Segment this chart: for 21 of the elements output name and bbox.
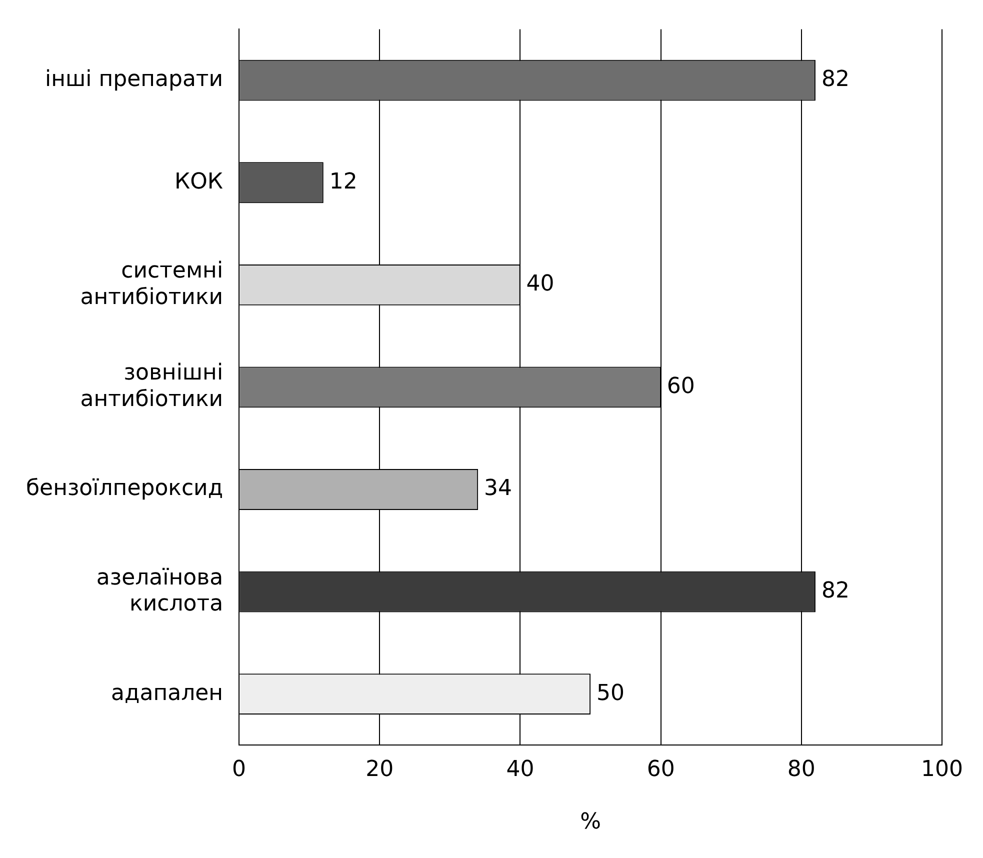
y-tick-label: бензоїлпероксид — [26, 476, 224, 502]
x-tick-label: 20 — [366, 757, 394, 782]
y-tick-label: азелаїнова кислота — [96, 565, 224, 617]
x-tick-label: 100 — [921, 757, 964, 782]
y-tick-label: КОК — [174, 169, 224, 194]
x-tick-label: 0 — [232, 757, 246, 782]
data-label: 82 — [821, 67, 850, 92]
y-tick-label: інші препарати — [45, 67, 224, 92]
x-tick-label: 80 — [787, 757, 816, 782]
x-tick-label: 40 — [506, 757, 534, 782]
data-label: 34 — [484, 476, 512, 502]
data-label: 40 — [526, 272, 554, 297]
y-tick-label: системні антибіотики — [80, 258, 224, 310]
data-label: 50 — [596, 680, 625, 706]
data-label: 12 — [329, 169, 358, 194]
x-axis-title: % — [580, 810, 601, 835]
y-tick-label: адапален — [111, 680, 224, 706]
data-label: 82 — [821, 578, 850, 604]
x-tick-label: 60 — [646, 757, 675, 782]
data-label: 60 — [666, 374, 695, 399]
y-tick-label: зовнішні антибіотики — [80, 360, 224, 412]
